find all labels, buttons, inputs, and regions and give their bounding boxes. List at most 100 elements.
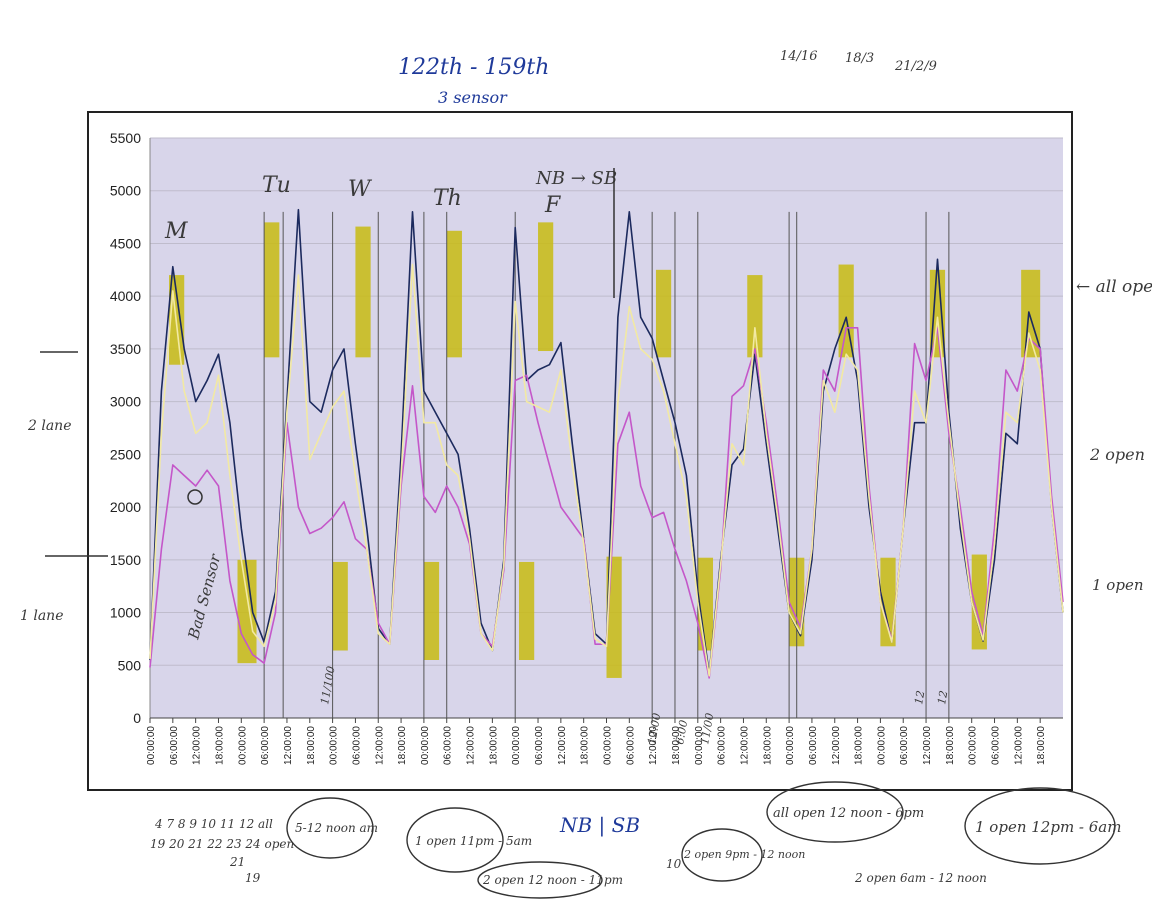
highlight-block <box>519 561 535 660</box>
x-tick-label: 06:00:00 <box>169 726 180 765</box>
y-tick-label: 5500 <box>110 130 141 146</box>
handwritten-title-1: 122th - 159th <box>398 55 549 80</box>
bubble-1-outline <box>286 797 374 859</box>
x-tick-label: 18:00:00 <box>214 726 225 765</box>
bubble-4-text: 2 open 9pm - 12 noon <box>683 848 805 861</box>
highlight-block <box>880 557 896 647</box>
nb-sb-top-label: NB → SB <box>535 168 617 189</box>
x-tick-label: 18:00:00 <box>671 726 682 765</box>
y-axis: 0 500 1000 1500 2000 2500 3000 3500 4000 4500 5000… <box>110 130 151 726</box>
x-tick-label: 06:00:00 <box>991 726 1002 765</box>
x-tick-label: 00:00:00 <box>876 726 887 765</box>
bubble-4-outline <box>681 828 763 882</box>
bottom-numbers-line-3: 21 <box>229 855 245 869</box>
x-tick-label: 06:00:00 <box>260 726 271 765</box>
day-label-tuesday: Tu <box>262 173 291 198</box>
highlight-block <box>971 554 987 650</box>
x-tick-label: 06:00:00 <box>717 726 728 765</box>
vertical-marker-lines <box>263 211 950 718</box>
right-note-all-open: ← all open <box>1076 277 1152 297</box>
x-tick-label: 00:00:00 <box>237 726 248 765</box>
series-line-2 <box>149 263 1064 677</box>
bubble-5-text: all open 12 noon - 6pm <box>773 806 924 821</box>
day-label-wednesday: W <box>348 177 373 202</box>
handwritten-title-2: 3 sensor <box>438 88 508 107</box>
bubble-2-text: 1 open 11pm - 5am <box>415 834 532 848</box>
bubble-4-prefix: 10 <box>666 857 682 871</box>
vertical-note-3: 6:00 <box>673 719 690 746</box>
bottom-numbers-line-4: 19 <box>245 871 261 885</box>
highlight-block <box>264 222 280 358</box>
bubble-7-outline <box>964 787 1116 865</box>
nb-sb-bottom-label: NB | SB <box>559 813 640 838</box>
x-axis: 00:00:00 06:00:00 12:00:00 18:00:00 00:00:00… <box>146 717 1063 765</box>
x-tick-label: 06:00:00 <box>625 726 636 765</box>
highlight-block <box>237 559 257 664</box>
x-tick-label: 18:00:00 <box>488 726 499 765</box>
x-tick-label: 12:00:00 <box>1013 726 1024 765</box>
vertical-note-5: 12 <box>912 689 927 705</box>
y-tick-label: 4000 <box>110 288 141 304</box>
x-tick-label: 06:00:00 <box>534 726 545 765</box>
bottom-numbers-line-2: 19 20 21 22 23 24 open <box>150 837 294 851</box>
highlight-block <box>332 561 348 651</box>
highlight-block <box>446 230 462 358</box>
top-right-note-3: 21/2/9 <box>894 59 937 74</box>
x-tick-label: 12:00:00 <box>466 726 477 765</box>
x-tick-label: 00:00:00 <box>511 726 522 765</box>
highlight-block <box>1021 269 1041 358</box>
x-tick-label: 06:00:00 <box>351 726 362 765</box>
vertical-note-2: 12:00 <box>645 712 663 745</box>
y-tick-label: 2000 <box>110 499 141 515</box>
x-tick-label: 12:00:00 <box>922 726 933 765</box>
y-tick-label: 1500 <box>110 552 141 568</box>
bad-sensor-circle <box>187 489 203 505</box>
x-tick-label: 00:00:00 <box>146 726 157 765</box>
vertical-note-6: 12 <box>935 689 950 705</box>
y-tick-label: 2500 <box>110 446 141 462</box>
x-tick-label: 18:00:00 <box>762 726 773 765</box>
y-tick-label: 3500 <box>110 341 141 357</box>
bubble-3-text: 2 open 12 noon - 11pm <box>482 873 623 887</box>
y-tick-label: 0 <box>133 710 141 726</box>
right-note-1-open: 1 open <box>1092 576 1143 594</box>
y-tick-label: 500 <box>118 657 142 673</box>
right-note-2-open: 2 open <box>1089 445 1145 464</box>
x-tick-label: 00:00:00 <box>694 726 705 765</box>
x-tick-label: 06:00:00 <box>808 726 819 765</box>
highlight-block <box>538 222 554 352</box>
x-tick-label: 18:00:00 <box>580 726 591 765</box>
top-right-note-2: 18/3 <box>845 51 874 66</box>
note-6-text: 2 open 6am - 12 noon <box>854 871 987 885</box>
x-tick-label: 18:00:00 <box>306 726 317 765</box>
highlight-block <box>423 561 440 660</box>
x-tick-label: 06:00:00 <box>443 726 454 765</box>
day-label-thursday: Th <box>433 186 462 211</box>
y-tick-label: 4500 <box>110 235 141 251</box>
x-tick-label: 18:00:00 <box>397 726 408 765</box>
highlight-block <box>355 226 371 358</box>
x-tick-label: 12:00:00 <box>192 726 203 765</box>
day-label-monday: M <box>164 219 188 244</box>
bubble-7-text: 1 open 12pm - 6am <box>975 818 1121 836</box>
bubble-1-text: 5-12 noon am <box>295 821 378 835</box>
bottom-numbers-line-1: 4 7 8 9 10 11 12 all <box>154 817 273 831</box>
x-tick-label: 18:00:00 <box>854 726 865 765</box>
top-right-note-1: 14/16 <box>780 49 817 64</box>
bubble-3-outline <box>477 861 603 899</box>
left-note-2-lane: 2 lane <box>27 418 71 434</box>
x-tick-label: 12:00:00 <box>557 726 568 765</box>
x-tick-label: 12:00:00 <box>374 726 385 765</box>
x-tick-label: 12:00:00 <box>283 726 294 765</box>
x-tick-label: 12:00:00 <box>648 726 659 765</box>
x-tick-label: 06:00:00 <box>899 726 910 765</box>
highlight-block <box>747 275 763 358</box>
y-tick-label: 5000 <box>110 183 141 199</box>
day-label-friday: F <box>544 193 561 218</box>
highlight-block <box>655 269 672 358</box>
x-tick-label: 00:00:00 <box>329 726 340 765</box>
x-tick-label: 00:00:00 <box>420 726 431 765</box>
y-tick-label: 1000 <box>110 605 141 621</box>
x-tick-label: 00:00:00 <box>603 726 614 765</box>
series-lines <box>149 208 1064 679</box>
